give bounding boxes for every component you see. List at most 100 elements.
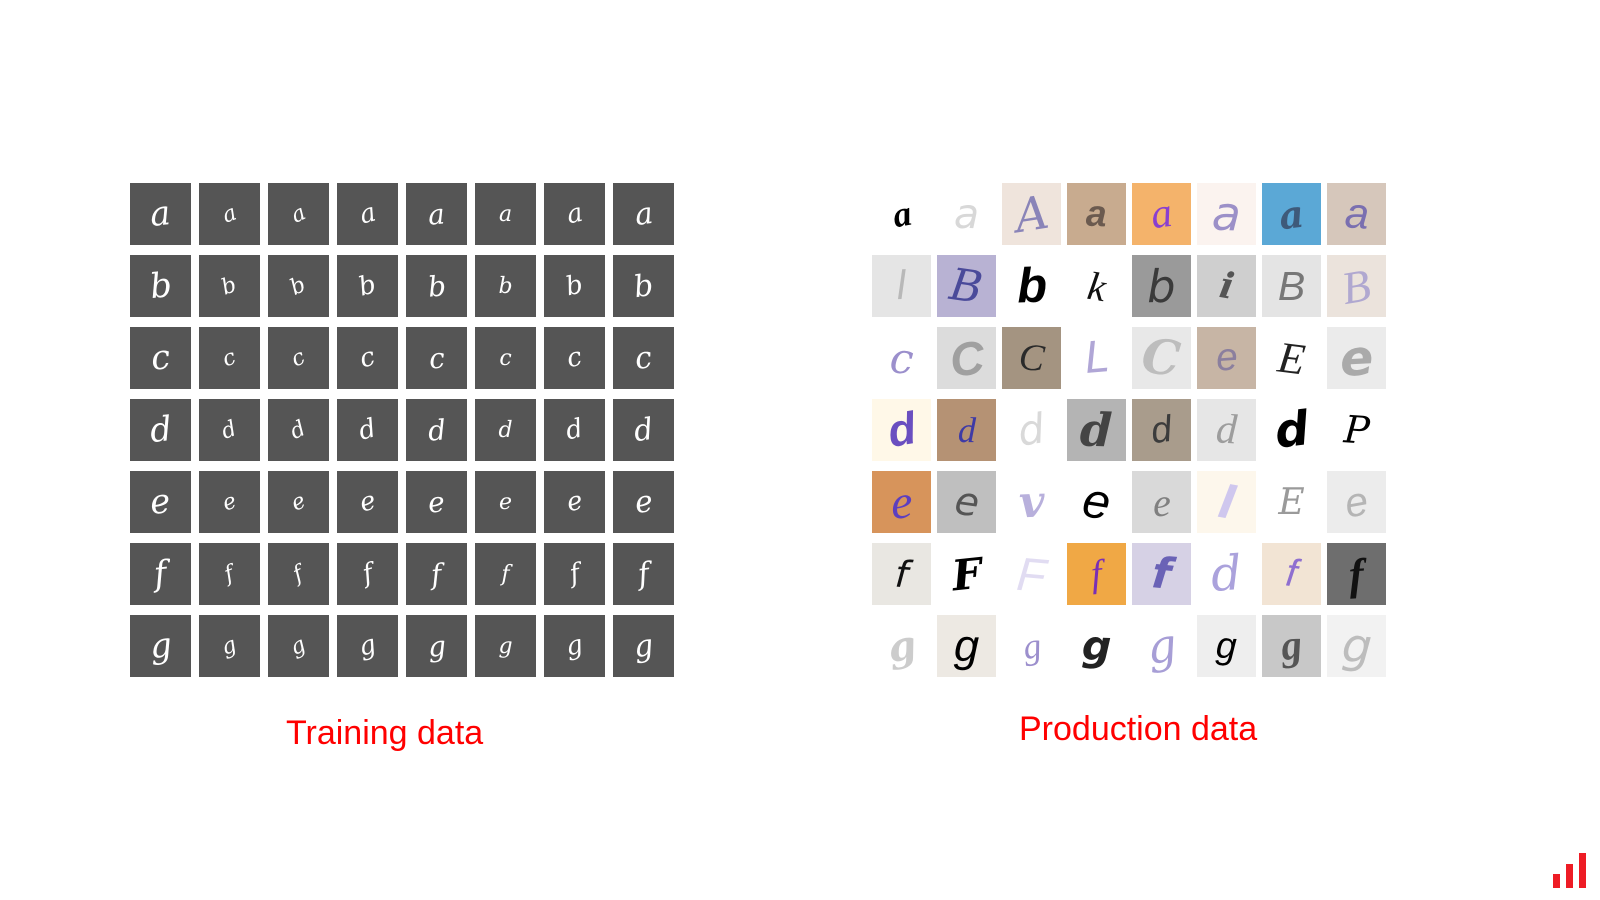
production-glyph: B [946,258,987,314]
training-glyph: e [563,485,586,519]
production-glyph: g [1339,617,1374,675]
training-sample-f-3: f [268,543,329,605]
production-sample-r3-c6: e [1197,327,1256,389]
training-glyph: g [355,629,380,663]
training-sample-c-6: c [475,327,536,389]
training-sample-e-3: e [268,471,329,533]
production-sample-r6-c4: f [1067,543,1126,605]
training-glyph: d [218,415,241,445]
production-glyph: e [889,474,914,530]
production-sample-r6-c7: f [1262,543,1321,605]
training-sample-b-3: b [268,255,329,317]
production-glyph: B [1277,262,1306,309]
training-glyph: a [563,197,586,231]
production-glyph: g [1278,621,1305,671]
training-sample-a-5: a [406,183,467,245]
training-sample-e-4: e [337,471,398,533]
training-sample-a-2: a [199,183,260,245]
training-glyph: b [631,267,656,305]
training-sample-e-6: e [475,471,536,533]
training-sample-c-4: c [337,327,398,389]
training-glyph: d [286,415,311,445]
training-glyph: f [635,555,652,593]
training-sample-g-4: g [337,615,398,677]
training-glyph: g [147,624,174,668]
training-glyph: b [147,264,174,308]
training-sample-a-4: a [337,183,398,245]
training-sample-e-5: e [406,471,467,533]
production-sample-r2-c4: k [1067,255,1126,317]
production-glyph: d [1148,407,1175,452]
production-glyph: f [1149,548,1174,600]
training-sample-e-1: e [130,471,191,533]
training-sample-c-2: c [199,327,260,389]
production-glyph: F [1014,546,1049,602]
production-sample-r1-c5: a [1132,183,1191,245]
training-sample-f-2: f [199,543,260,605]
training-sample-b-1: b [130,255,191,317]
training-sample-b-6: b [475,255,536,317]
production-sample-r1-c7: a [1262,183,1321,245]
training-glyph: b [498,273,513,299]
production-sample-r4-c5: d [1132,399,1191,461]
training-glyph: e [426,484,447,520]
training-glyph: f [152,553,169,595]
production-glyph: e [1338,328,1375,388]
production-sample-r5-c3: v [1002,471,1061,533]
training-glyph: g [563,629,586,663]
bar-chart-logo-icon [1553,853,1586,888]
production-glyph: E [1275,332,1308,384]
production-sample-r3-c3: C [1002,327,1061,389]
training-sample-c-8: c [613,327,674,389]
production-glyph: a [1276,190,1307,238]
production-glyph: l [894,263,909,309]
training-glyph: g [218,631,241,661]
training-glyph: f [289,560,308,588]
production-sample-r4-c2: d [937,399,996,461]
training-glyph: e [148,481,173,523]
training-sample-a-6: a [475,183,536,245]
training-sample-b-4: b [337,255,398,317]
production-glyph: g [883,620,920,672]
production-sample-r5-c6: l [1197,471,1256,533]
production-glyph: d [1271,400,1312,460]
production-glyph: d [1079,402,1114,458]
training-glyph: f [358,558,377,590]
training-sample-c-5: c [406,327,467,389]
production-glyph: a [1147,189,1176,239]
training-sample-c-3: c [268,327,329,389]
production-sample-r7-c2: g [937,615,996,677]
production-sample-r7-c1: g [872,615,931,677]
production-glyph: A [1010,184,1053,244]
production-sample-r7-c3: g [1002,615,1061,677]
production-glyph: e [951,478,982,526]
training-glyph: b [426,268,447,304]
training-sample-d-1: d [130,399,191,461]
training-glyph: a [219,200,240,228]
production-glyph: d [1014,404,1049,456]
training-glyph: e [287,487,310,517]
production-sample-r3-c5: C [1132,327,1191,389]
production-glyph: e [1214,335,1239,380]
production-sample-r4-c6: d [1197,399,1256,461]
training-glyph: d [355,413,380,447]
training-sample-g-2: g [199,615,260,677]
training-glyph: g [426,628,447,664]
production-sample-r5-c7: E [1262,471,1321,533]
production-glyph: c [888,332,915,384]
production-sample-r4-c1: d [872,399,931,461]
production-glyph: a [889,192,914,236]
production-glyph: B [1338,258,1375,314]
training-sample-f-7: f [544,543,605,605]
production-sample-r5-c5: e [1132,471,1191,533]
training-glyph: g [498,633,513,659]
production-sample-r2-c3: b [1002,255,1061,317]
production-glyph: g [1080,621,1113,671]
production-sample-r5-c4: e [1067,471,1126,533]
production-sample-r3-c7: E [1262,327,1321,389]
production-sample-r7-c7: g [1262,615,1321,677]
production-glyph: f [1089,552,1104,596]
training-sample-a-7: a [544,183,605,245]
